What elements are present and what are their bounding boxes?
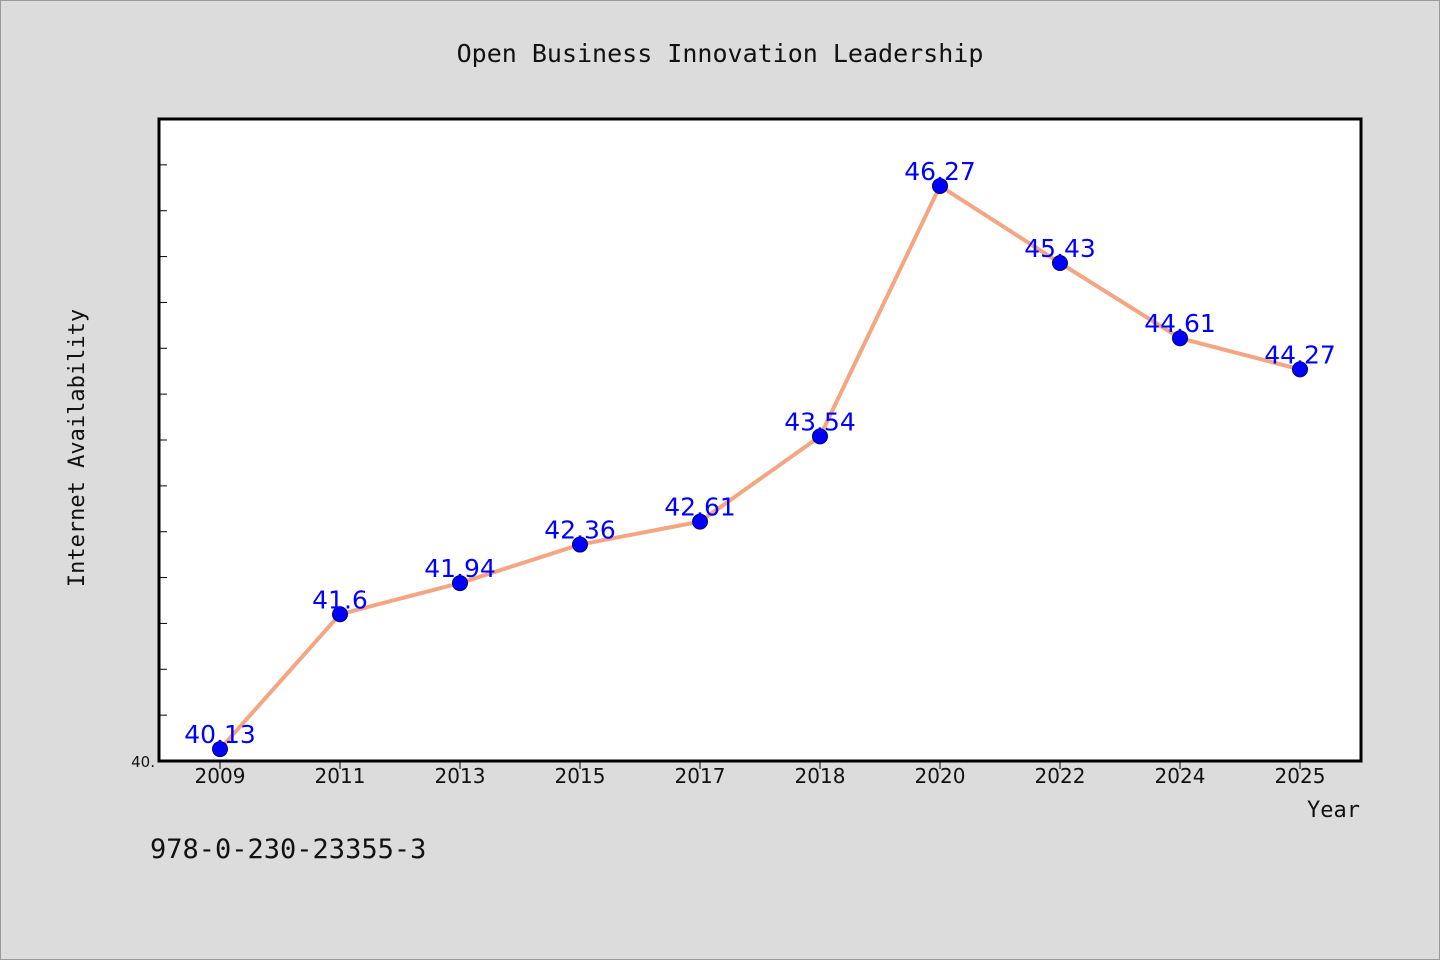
x-tick-label: 2022 [1035,764,1086,788]
x-tick-label: 2009 [195,764,246,788]
data-point [1292,361,1308,378]
x-tick-label: 2018 [795,764,846,788]
x-tick-label: 2013 [435,764,486,788]
data-label: 41.6 [312,585,368,614]
data-label: 41.94 [424,554,496,583]
x-axis-label: Year [1307,798,1360,823]
x-tick-label: 2015 [555,764,606,788]
data-point [812,428,828,445]
data-point [332,606,348,623]
x-tick-label: 2025 [1275,764,1326,788]
data-point [572,536,588,553]
plot-area [157,117,1363,763]
data-label: 40.13 [184,720,256,749]
y-axis-ticks [159,164,167,762]
y-axis-label: Internet Availability [65,309,90,587]
data-point [1172,330,1188,347]
x-tick-label: 2017 [675,764,726,788]
data-label: 44.61 [1144,309,1216,338]
data-markers [212,177,1308,758]
isbn-text: 978-0-230-23355-3 [150,834,427,865]
x-tick-label: 2011 [315,764,366,788]
data-point [1052,254,1068,271]
data-label: 42.36 [544,516,616,545]
data-label: 43.54 [784,407,856,436]
data-point [932,177,948,194]
chart-title: Open Business Innovation Leadership [457,39,984,68]
x-tick-label: 2024 [1155,764,1206,788]
series-line [218,183,1301,751]
data-point [452,575,468,592]
data-point [212,741,228,758]
x-axis-ticks [219,761,1301,769]
data-label: 45.43 [1024,234,1096,263]
data-point [692,513,708,530]
x-tick-label: 2020 [915,764,966,788]
x-tick-labels: 2009 2011 2013 2015 2017 2018 2020 2022 2024 2025 [195,764,1326,788]
data-label: 42.61 [664,493,736,522]
y-tick-label: 40. [131,753,155,771]
data-label: 44.27 [1264,340,1336,369]
data-label: 46.27 [904,157,976,186]
data-labels: 40.13 41.6 41.94 42.36 42.61 43.54 46.27 45.43 4… [184,157,1336,749]
